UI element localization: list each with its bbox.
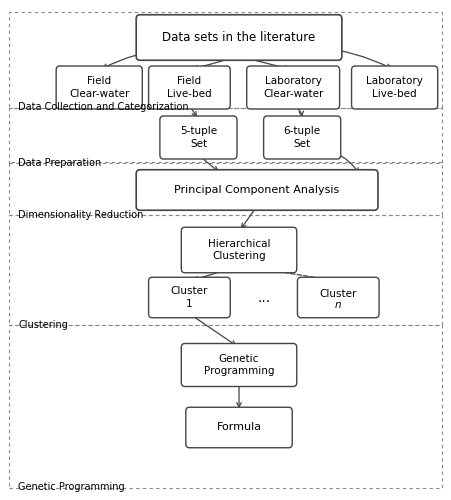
Text: Cluster: Cluster xyxy=(320,288,357,298)
Text: Laboratory
Clear-water: Laboratory Clear-water xyxy=(263,76,323,98)
Text: Field
Clear-water: Field Clear-water xyxy=(69,76,129,98)
Bar xyxy=(9,12,442,108)
Bar xyxy=(9,162,442,215)
Bar xyxy=(9,325,442,488)
Text: Principal Component Analysis: Principal Component Analysis xyxy=(175,185,340,195)
Text: Clustering: Clustering xyxy=(18,320,68,330)
Text: Genetic Programming: Genetic Programming xyxy=(18,482,124,492)
Text: Dimensionality Reduction: Dimensionality Reduction xyxy=(18,210,143,220)
FancyBboxPatch shape xyxy=(136,170,378,210)
Text: $n$: $n$ xyxy=(334,300,342,310)
Text: Cluster
1: Cluster 1 xyxy=(171,286,208,308)
Text: Data Preparation: Data Preparation xyxy=(18,158,101,168)
Text: Genetic
Programming: Genetic Programming xyxy=(204,354,274,376)
Text: Laboratory
Live-bed: Laboratory Live-bed xyxy=(366,76,423,98)
FancyBboxPatch shape xyxy=(298,277,379,318)
Text: Field
Live-bed: Field Live-bed xyxy=(167,76,212,98)
FancyBboxPatch shape xyxy=(186,407,292,448)
FancyBboxPatch shape xyxy=(181,227,297,273)
FancyBboxPatch shape xyxy=(263,116,341,159)
FancyBboxPatch shape xyxy=(56,66,143,109)
Text: Data Collection and Categorization: Data Collection and Categorization xyxy=(18,102,189,113)
FancyBboxPatch shape xyxy=(136,14,342,60)
FancyBboxPatch shape xyxy=(160,116,237,159)
Bar xyxy=(9,108,442,162)
Text: ...: ... xyxy=(257,290,271,304)
Text: 6-tuple
Set: 6-tuple Set xyxy=(284,126,321,148)
Bar xyxy=(9,215,442,325)
Text: Data sets in the literature: Data sets in the literature xyxy=(162,31,316,44)
FancyBboxPatch shape xyxy=(148,66,230,109)
FancyBboxPatch shape xyxy=(247,66,340,109)
Text: Hierarchical
Clustering: Hierarchical Clustering xyxy=(208,239,270,261)
FancyBboxPatch shape xyxy=(351,66,437,109)
Text: Formula: Formula xyxy=(216,422,262,432)
FancyBboxPatch shape xyxy=(148,277,230,318)
FancyBboxPatch shape xyxy=(181,344,297,386)
Text: 5-tuple
Set: 5-tuple Set xyxy=(180,126,217,148)
